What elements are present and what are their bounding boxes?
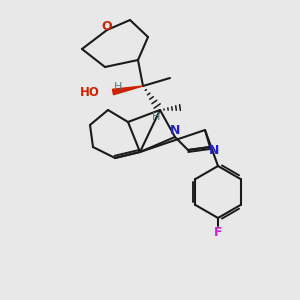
Text: N: N <box>170 124 180 137</box>
Text: H: H <box>152 112 160 122</box>
Text: H: H <box>114 82 122 92</box>
Text: O: O <box>102 20 112 32</box>
Text: F: F <box>214 226 222 238</box>
Text: N: N <box>209 143 219 157</box>
Polygon shape <box>112 86 143 95</box>
Text: HO: HO <box>80 85 100 98</box>
